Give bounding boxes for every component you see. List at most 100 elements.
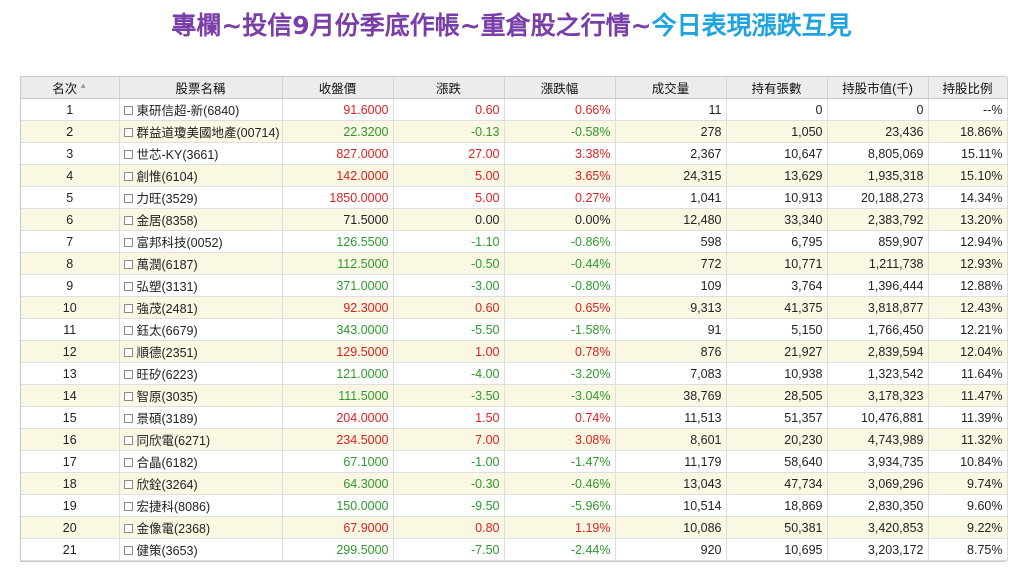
stock-name-label[interactable]: 宏捷科(8086) — [136, 500, 211, 514]
cell-stock-name: 宏捷科(8086) — [119, 494, 283, 517]
table-row[interactable]: 13 旺矽(6223) 121.0000 -4.00 -3.20% 7,083 10,938… — [21, 362, 1008, 385]
cell-change: 5.00 — [393, 186, 505, 209]
cell-change: -1.00 — [393, 450, 505, 473]
cell-stock-name: 金居(8358) — [119, 208, 283, 231]
cell-value: 1,935,318 — [827, 164, 929, 187]
cell-pct: 0.78% — [504, 340, 616, 363]
stock-name-label[interactable]: 景碩(3189) — [136, 412, 198, 426]
table-row[interactable]: 14 智原(3035) 111.5000 -3.50 -3.04% 38,769 28,50… — [21, 384, 1008, 407]
cell-value: 3,178,323 — [827, 384, 929, 407]
cell-change: 0.80 — [393, 516, 505, 539]
cell-rank: 16 — [21, 428, 120, 451]
stock-name-label[interactable]: 富邦科技(0052) — [136, 236, 223, 250]
table-row[interactable]: 5 力旺(3529) 1850.0000 5.00 0.27% 1,041 10,913 20… — [21, 186, 1008, 209]
stock-name-label[interactable]: 世芯-KY(3661) — [136, 148, 219, 162]
stock-name-label[interactable]: 萬潤(6187) — [136, 258, 198, 272]
cell-shares: 51,357 — [726, 406, 828, 429]
header-ratio[interactable]: 持股比例 — [928, 77, 1008, 99]
header-value[interactable]: 持股市值(千) — [827, 77, 929, 99]
table-row[interactable]: 12 順德(2351) 129.5000 1.00 0.78% 876 21,927 2,83… — [21, 340, 1008, 363]
stock-name-label[interactable]: 東研信超-新(6840) — [136, 104, 240, 118]
table-row[interactable]: 2 群益道瓊美國地產(00714) 22.3200 -0.13 -0.58% 278 1,0… — [21, 120, 1008, 143]
stock-name-label[interactable]: 力旺(3529) — [136, 192, 198, 206]
cell-pct: 1.19% — [504, 516, 616, 539]
header-change[interactable]: 漲跌 — [393, 77, 505, 99]
cell-stock-name: 智原(3035) — [119, 384, 283, 407]
cell-close: 64.3000 — [282, 472, 394, 495]
table-row[interactable]: 6 金居(8358) 71.5000 0.00 0.00% 12,480 33,340 2,3… — [21, 208, 1008, 231]
cell-value: 20,188,273 — [827, 186, 929, 209]
cell-shares: 10,771 — [726, 252, 828, 275]
cell-rank: 12 — [21, 340, 120, 363]
stock-name-label[interactable]: 旺矽(6223) — [136, 368, 198, 382]
table-row[interactable]: 9 弘塑(3131) 371.0000 -3.00 -0.80% 109 3,764 1,39… — [21, 274, 1008, 297]
stock-name-label[interactable]: 群益道瓊美國地產(00714) — [136, 126, 280, 140]
table-row[interactable]: 3 世芯-KY(3661) 827.0000 27.00 3.38% 2,367 10,64… — [21, 142, 1008, 165]
table-row[interactable]: 18 欣銓(3264) 64.3000 -0.30 -0.46% 13,043 47,734… — [21, 472, 1008, 495]
cell-value: 3,934,735 — [827, 450, 929, 473]
cell-close: 91.6000 — [282, 98, 394, 121]
cell-ratio: 9.60% — [928, 494, 1008, 517]
table-row[interactable]: 19 宏捷科(8086) 150.0000 -9.50 -5.96% 10,514 18,8… — [21, 494, 1008, 517]
cell-pct: -2.44% — [504, 538, 616, 561]
stock-square-icon — [123, 524, 133, 533]
stock-name-label[interactable]: 健策(3653) — [136, 544, 198, 558]
table-row[interactable]: 1 東研信超-新(6840) 91.6000 0.60 0.66% 11 0 0 --% — [21, 98, 1008, 121]
cell-pct: 0.65% — [504, 296, 616, 319]
cell-ratio: 11.47% — [928, 384, 1008, 407]
stock-name-label[interactable]: 合晶(6182) — [136, 456, 198, 470]
cell-pct: -0.80% — [504, 274, 616, 297]
stock-name-label[interactable]: 金像電(2368) — [136, 522, 211, 536]
header-pct[interactable]: 漲跌幅 — [504, 77, 616, 99]
cell-shares: 33,340 — [726, 208, 828, 231]
cell-ratio: 9.22% — [928, 516, 1008, 539]
cell-shares: 5,150 — [726, 318, 828, 341]
header-volume[interactable]: 成交量 — [615, 77, 727, 99]
cell-change: 0.60 — [393, 98, 505, 121]
table-row[interactable]: 21 健策(3653) 299.5000 -7.50 -2.44% 920 10,695 3,… — [21, 538, 1008, 561]
table-row[interactable]: 10 強茂(2481) 92.3000 0.60 0.65% 9,313 41,375 3,8… — [21, 296, 1008, 319]
stock-name-label[interactable]: 欣銓(3264) — [136, 478, 198, 492]
cell-shares: 10,695 — [726, 538, 828, 561]
stock-name-label[interactable]: 順德(2351) — [136, 346, 198, 360]
cell-stock-name: 弘塑(3131) — [119, 274, 283, 297]
table-row[interactable]: 17 合晶(6182) 67.1000 -1.00 -1.47% 11,179 58,640… — [21, 450, 1008, 473]
cell-close: 111.5000 — [282, 384, 394, 407]
stock-name-label[interactable]: 強茂(2481) — [136, 302, 198, 316]
table-row[interactable]: 15 景碩(3189) 204.0000 1.50 0.74% 11,513 51,357 1… — [21, 406, 1008, 429]
cell-volume: 11,513 — [615, 406, 727, 429]
cell-value: 1,211,738 — [827, 252, 929, 275]
cell-change: -0.50 — [393, 252, 505, 275]
table-row[interactable]: 7 富邦科技(0052) 126.5500 -1.10 -0.86% 598 6,795 85… — [21, 230, 1008, 253]
stock-name-label[interactable]: 同欣電(6271) — [136, 434, 211, 448]
title-part-blue: 今日表現漲跌互見 — [651, 11, 852, 40]
stock-name-label[interactable]: 鈺太(6679) — [136, 324, 198, 338]
cell-pct: -0.46% — [504, 472, 616, 495]
table-row[interactable]: 8 萬潤(6187) 112.5000 -0.50 -0.44% 772 10,771 1,2… — [21, 252, 1008, 275]
stock-name-label[interactable]: 創惟(6104) — [136, 170, 198, 184]
cell-shares: 13,629 — [726, 164, 828, 187]
header-shares[interactable]: 持有張數 — [726, 77, 828, 99]
cell-value: 0 — [827, 98, 929, 121]
cell-stock-name: 健策(3653) — [119, 538, 283, 561]
cell-pct: -5.96% — [504, 494, 616, 517]
stock-square-icon — [123, 546, 133, 555]
header-rank[interactable]: 名次 ▲ — [21, 77, 120, 99]
cell-close: 71.5000 — [282, 208, 394, 231]
cell-volume: 9,313 — [615, 296, 727, 319]
cell-volume: 7,083 — [615, 362, 727, 385]
header-close[interactable]: 收盤價 — [282, 77, 394, 99]
stock-name-label[interactable]: 金居(8358) — [136, 214, 198, 228]
cell-stock-name: 欣銓(3264) — [119, 472, 283, 495]
table-row[interactable]: 11 鈺太(6679) 343.0000 -5.50 -1.58% 91 5,150 1,76… — [21, 318, 1008, 341]
cell-change: -0.13 — [393, 120, 505, 143]
cell-ratio: 12.94% — [928, 230, 1008, 253]
table-row[interactable]: 20 金像電(2368) 67.9000 0.80 1.19% 10,086 50,381 3… — [21, 516, 1008, 539]
stock-name-label[interactable]: 智原(3035) — [136, 390, 198, 404]
stock-name-label[interactable]: 弘塑(3131) — [136, 280, 198, 294]
cell-change: -3.50 — [393, 384, 505, 407]
header-name[interactable]: 股票名稱 — [119, 77, 283, 99]
table-row[interactable]: 4 創惟(6104) 142.0000 5.00 3.65% 24,315 13,629 1,… — [21, 164, 1008, 187]
table-row[interactable]: 16 同欣電(6271) 234.5000 7.00 3.08% 8,601 20,230 4… — [21, 428, 1008, 451]
cell-pct: -0.44% — [504, 252, 616, 275]
